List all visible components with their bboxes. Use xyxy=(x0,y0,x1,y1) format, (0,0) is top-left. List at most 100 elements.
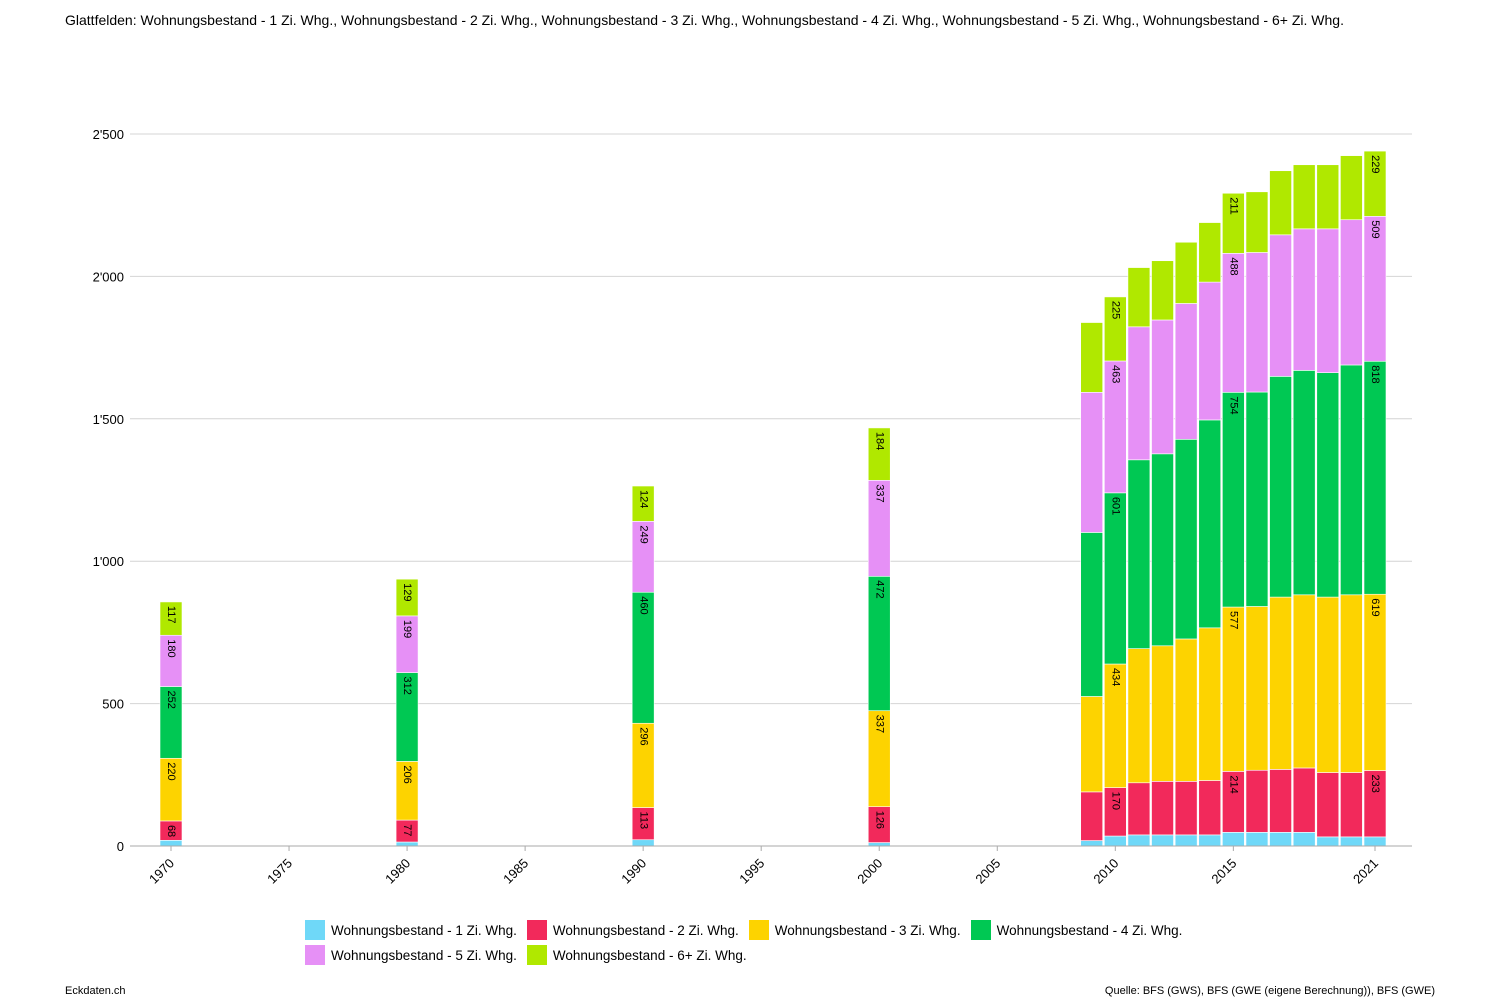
data-label: 170 xyxy=(1109,792,1121,810)
x-tick-label: 1970 xyxy=(146,856,177,887)
bar-segment xyxy=(1080,392,1104,533)
bar-segment xyxy=(1127,834,1151,847)
bar-segment xyxy=(1104,296,1127,362)
data-label: 312 xyxy=(401,677,413,695)
data-label: 509 xyxy=(1369,220,1381,238)
bar-segment xyxy=(1174,241,1198,304)
bar-segment xyxy=(867,427,891,481)
data-label: 68 xyxy=(165,825,177,837)
legend-swatch xyxy=(305,945,325,965)
data-label: 126 xyxy=(873,811,885,829)
data-label: 225 xyxy=(1109,301,1121,319)
legend-swatch xyxy=(305,920,325,940)
y-tick-label: 2'000 xyxy=(93,269,124,284)
bar-segment xyxy=(1080,532,1104,697)
bar-segment xyxy=(1292,767,1316,833)
x-tick-label: 1995 xyxy=(736,856,767,887)
data-label: 124 xyxy=(637,490,649,508)
x-tick-label: 1990 xyxy=(618,856,649,887)
data-label: 601 xyxy=(1109,497,1121,515)
legend-label: Wohnungsbestand - 6+ Zi. Whg. xyxy=(552,947,747,963)
data-label: 211 xyxy=(1227,197,1239,215)
bar-segment xyxy=(1340,155,1363,221)
bar-segment xyxy=(1174,638,1198,782)
bar-segment xyxy=(1316,228,1340,373)
legend-label: Wohnungsbestand - 5 Zi. Whg. xyxy=(331,947,517,963)
bar-segment xyxy=(1080,840,1104,847)
data-label: 754 xyxy=(1227,396,1239,414)
bar-segment xyxy=(1080,322,1104,393)
bar-segment xyxy=(395,841,419,847)
bar-segment xyxy=(1292,594,1316,769)
bar-segment xyxy=(1363,836,1387,847)
data-label: 220 xyxy=(165,762,177,780)
bar-segment xyxy=(1174,303,1198,440)
data-label: 463 xyxy=(1109,365,1121,383)
bar-segment xyxy=(1316,772,1340,838)
bar-segment xyxy=(1080,791,1104,841)
legend-item[interactable]: Wohnungsbestand - 4 Zi. Whg. xyxy=(970,920,1183,940)
data-label: 472 xyxy=(873,580,885,598)
bar-segment xyxy=(1198,627,1222,781)
legend-item[interactable]: Wohnungsbestand - 2 Zi. Whg. xyxy=(526,920,739,940)
x-tick-label: 2005 xyxy=(972,856,1003,887)
data-label: 296 xyxy=(637,727,649,745)
bar-segment xyxy=(1174,781,1198,836)
bar-segment xyxy=(1363,150,1387,217)
data-label: 337 xyxy=(873,484,885,502)
bar-segment xyxy=(1269,832,1292,847)
footer-source: Quelle: BFS (GWS), BFS (GWE (eigene Bere… xyxy=(1104,985,1435,997)
legend-swatch xyxy=(526,920,547,940)
bar-segment xyxy=(1151,319,1174,455)
bar-segment xyxy=(1151,645,1174,782)
bar-segment xyxy=(395,578,419,617)
data-label: 199 xyxy=(401,620,413,638)
bar-segment xyxy=(1222,392,1245,608)
bar-segment xyxy=(1245,191,1269,253)
bar-segment xyxy=(1245,391,1269,607)
bar-segment xyxy=(1151,453,1174,647)
bar-segment xyxy=(1269,596,1292,770)
bar-segment xyxy=(1340,594,1363,773)
bar-segment xyxy=(631,839,655,847)
bar-segment xyxy=(1127,648,1151,784)
bar-segment xyxy=(1245,252,1269,393)
bar-segment xyxy=(1316,164,1340,230)
bar-segment xyxy=(1104,492,1127,665)
x-tick-label: 2021 xyxy=(1350,856,1381,887)
bar-segment xyxy=(1104,835,1127,847)
data-label: 117 xyxy=(165,606,177,624)
x-tick-label: 1975 xyxy=(264,856,295,887)
data-label: 460 xyxy=(637,596,649,614)
legend-item[interactable]: Wohnungsbestand - 6+ Zi. Whg. xyxy=(526,945,747,965)
chart-title: Glattfelden: Wohnungsbestand - 1 Zi. Whg… xyxy=(65,12,1344,28)
data-label: 180 xyxy=(165,639,177,657)
bar-segment xyxy=(1269,376,1292,598)
x-tick-label: 2010 xyxy=(1090,856,1121,887)
bar-segment xyxy=(1316,372,1340,598)
bar-segment xyxy=(1151,260,1174,321)
x-tick-label: 1985 xyxy=(500,856,531,887)
legend-label: Wohnungsbestand - 4 Zi. Whg. xyxy=(996,922,1183,938)
legend-item[interactable]: Wohnungsbestand - 1 Zi. Whg. xyxy=(305,920,517,940)
y-tick-label: 1'000 xyxy=(93,554,124,569)
bar-segment xyxy=(1151,781,1174,836)
legend: Wohnungsbestand - 1 Zi. Whg. Wohnungsbest… xyxy=(305,920,1225,970)
data-label: 129 xyxy=(401,583,413,601)
data-label: 214 xyxy=(1227,775,1239,793)
legend-item[interactable]: Wohnungsbestand - 5 Zi. Whg. xyxy=(305,945,517,965)
data-label: 818 xyxy=(1369,365,1381,383)
data-label: 184 xyxy=(873,432,885,450)
bar-segment xyxy=(1198,281,1222,421)
legend-item[interactable]: Wohnungsbestand - 3 Zi. Whg. xyxy=(748,920,961,940)
data-label: 619 xyxy=(1369,598,1381,616)
legend-swatch xyxy=(748,920,769,940)
bar-segment xyxy=(1340,219,1363,366)
bar-segment xyxy=(1340,364,1363,596)
x-tick-label: 1980 xyxy=(382,856,413,887)
legend-label: Wohnungsbestand - 3 Zi. Whg. xyxy=(774,922,961,938)
bar-segment xyxy=(631,485,655,522)
data-label: 488 xyxy=(1227,257,1239,275)
y-tick-label: 0 xyxy=(117,839,124,854)
